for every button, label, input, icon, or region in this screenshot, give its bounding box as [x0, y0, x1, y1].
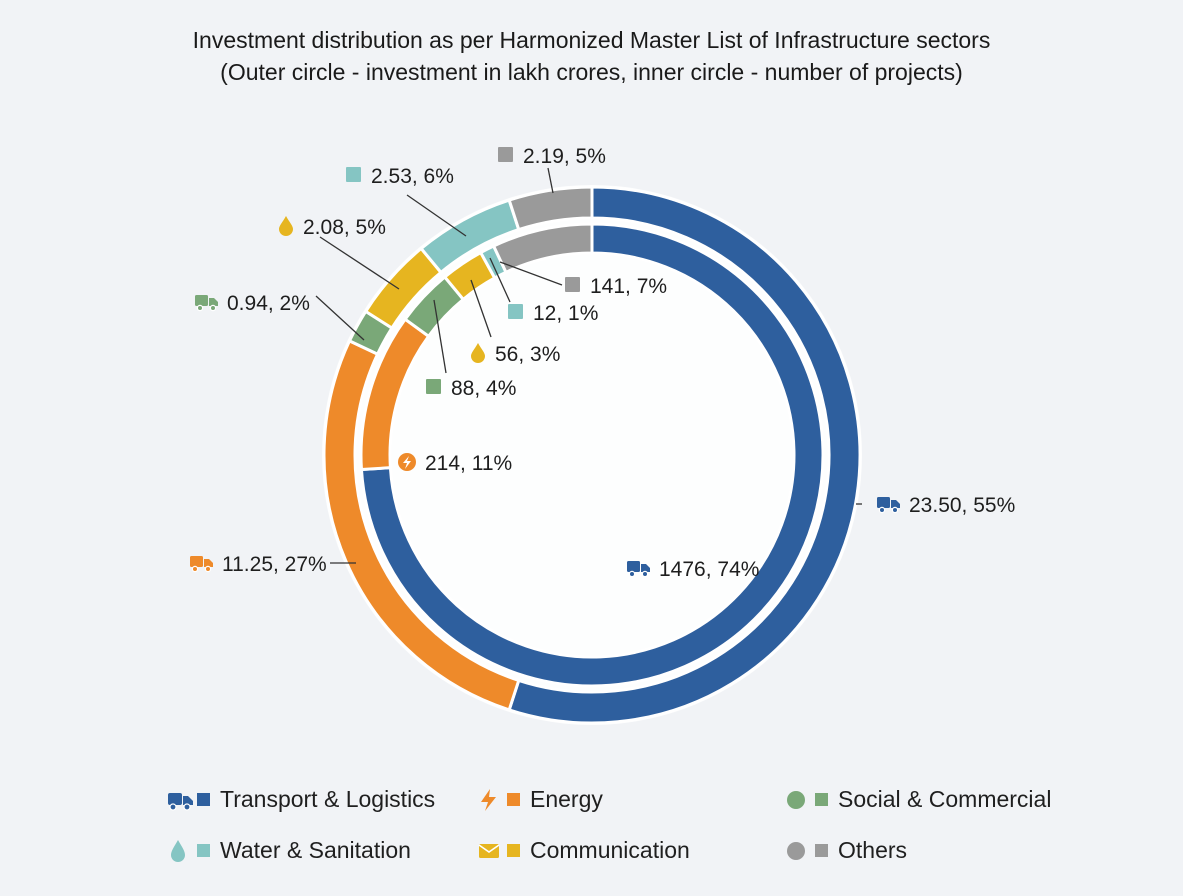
- truck-cab: [209, 298, 218, 306]
- drop-icon: [471, 343, 485, 363]
- data-label: 2.53, 6%: [371, 165, 454, 188]
- truck-wheel: [209, 304, 217, 312]
- legend-item-communication: Communication: [478, 837, 690, 864]
- leader-line: [315, 295, 365, 341]
- inner-label-communication: 56, 3%: [470, 279, 560, 366]
- outer-slice-others: [507, 185, 594, 232]
- data-label: 88, 4%: [451, 377, 516, 400]
- circle-icon: [787, 790, 828, 809]
- legend-label: Water & Sanitation: [220, 837, 411, 863]
- truck-cab: [204, 559, 213, 567]
- outer-label-others: 2.19, 5%: [498, 145, 606, 194]
- legend-item-social-commercial: Social & Commercial: [786, 786, 1051, 813]
- legend-label: Communication: [530, 837, 690, 863]
- outer-label-social-commercial: 0.94, 2%: [195, 292, 365, 341]
- drop-icon: [279, 216, 293, 236]
- inner-label-others: 141, 7%: [499, 261, 667, 298]
- square-icon: [498, 147, 513, 162]
- square-icon: [426, 379, 441, 394]
- leader-line: [433, 299, 447, 374]
- legend-label: Social & Commercial: [838, 786, 1052, 812]
- inner-slice-transport-logistics: [359, 222, 825, 688]
- inner-label-transport-logistics: 1476, 74%: [627, 558, 759, 581]
- data-label: 23.50, 55%: [909, 494, 1015, 517]
- leader-line: [319, 236, 400, 290]
- leader-line: [406, 194, 467, 237]
- data-label: 2.19, 5%: [523, 145, 606, 168]
- lightning-icon: [481, 788, 520, 811]
- drop-icon: [171, 839, 210, 862]
- lightning-bolt: [403, 456, 411, 469]
- truck-wheel: [196, 304, 204, 312]
- inner-label-social-commercial: 88, 4%: [426, 299, 516, 400]
- outer-label-transport-logistics: 23.50, 55%: [856, 494, 1015, 517]
- legend-item-transport-logistics: Transport & Logistics: [168, 786, 435, 813]
- outer-label-water-sanitation: 2.53, 6%: [346, 165, 467, 237]
- inner-slice-others: [491, 222, 594, 275]
- leader-line: [489, 257, 511, 303]
- truck-icon: [168, 792, 210, 811]
- truck-wheel: [891, 506, 899, 514]
- circle-icon: [787, 841, 828, 860]
- truck-icon: [877, 497, 890, 508]
- envelope-icon: [478, 843, 520, 858]
- square-icon: [508, 304, 523, 319]
- leader-line: [470, 279, 492, 338]
- truck-cab: [891, 500, 900, 508]
- data-label: 12, 1%: [533, 302, 598, 325]
- data-label: 1476, 74%: [659, 558, 759, 581]
- data-label: 56, 3%: [495, 343, 560, 366]
- leader-line: [547, 167, 554, 194]
- truck-cab: [641, 564, 650, 572]
- truck-wheel: [191, 565, 199, 573]
- truck-wheel: [878, 506, 886, 514]
- legend-label: Transport & Logistics: [220, 786, 436, 812]
- data-label: 214, 11%: [425, 452, 512, 475]
- truck-icon: [195, 295, 208, 306]
- truck-icon: [627, 561, 640, 572]
- inner-label-energy: 214, 11%: [398, 452, 512, 475]
- truck-wheel: [204, 565, 212, 573]
- outer-label-communication: 2.08, 5%: [279, 216, 400, 290]
- truck-wheel: [628, 570, 636, 578]
- legend-label: Others: [838, 837, 908, 863]
- outer-label-energy: 11.25, 27%: [190, 553, 356, 576]
- legend-label: Energy: [530, 786, 603, 812]
- chart-subtitle: (Outer circle - investment in lakh crore…: [220, 59, 963, 85]
- legend-item-water-sanitation: Water & Sanitation: [168, 837, 411, 864]
- leader-line: [499, 261, 563, 286]
- data-label: 0.94, 2%: [227, 292, 310, 315]
- square-icon: [346, 167, 361, 182]
- legend-item-energy: Energy: [478, 786, 603, 813]
- legend-item-others: Others: [786, 837, 907, 864]
- truck-icon: [190, 556, 203, 567]
- chart-title: Investment distribution as per Harmonize…: [192, 27, 991, 53]
- data-label: 141, 7%: [590, 275, 667, 298]
- data-label: 2.08, 5%: [303, 216, 386, 239]
- inner-label-water-sanitation: 12, 1%: [489, 257, 598, 325]
- square-icon: [565, 277, 580, 292]
- inner-ring: [359, 222, 825, 688]
- ring-backdrop: [322, 185, 862, 725]
- truck-wheel: [641, 570, 649, 578]
- data-label: 11.25, 27%: [222, 553, 327, 576]
